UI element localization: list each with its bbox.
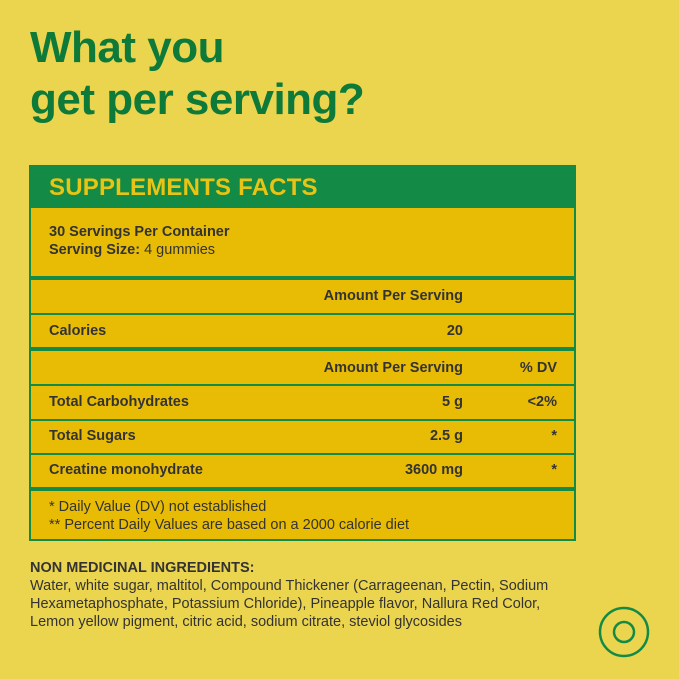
divider [31,419,574,421]
serving-size-label: Serving Size: [49,242,141,258]
concentric-circles-icon [598,606,650,663]
page-headline: What you get per serving? [30,22,365,126]
nutrient-amount: 3600 mg [404,462,463,478]
headline-line-1: What you [30,23,224,72]
nutrient-amount: 5 g [442,394,463,410]
divider-thick [31,276,574,280]
ingredients-title: NON MEDICINAL INGREDIENTS: [30,560,255,576]
nutrient-name: Total Sugars [49,428,136,444]
dv-header: % DV [519,360,557,376]
nutrient-dv: * [551,462,557,478]
ingredients-section: NON MEDICINAL INGREDIENTS: Water, white … [30,559,570,631]
calories-value: 20 [446,323,463,339]
nutrient-dv: <2% [527,394,557,410]
ingredients-text: Water, white sugar, maltitol, Compound T… [30,578,549,630]
headline-line-2: get per serving? [30,75,365,124]
footnote-dv: * Daily Value (DV) not established [49,499,267,515]
amount-per-serving-header-2: Amount Per Serving [323,360,463,376]
divider [31,384,574,386]
servings-per-container: 30 Servings Per Container [49,224,230,240]
calories-label: Calories [49,323,107,339]
divider-thick [31,487,574,491]
serving-size: Serving Size: 4 gummies [49,242,215,258]
divider [31,453,574,455]
footnote-percent: ** Percent Daily Values are based on a 2… [49,517,410,533]
divider [31,313,574,315]
serving-size-value: 4 gummies [144,242,216,258]
nutrient-name: Creatine monohydrate [49,462,203,478]
nutrient-dv: * [551,428,557,444]
facts-title: SUPPLEMENTS FACTS [31,167,574,208]
amount-per-serving-header-1: Amount Per Serving [323,288,463,304]
nutrient-name: Total Carbohydrates [49,394,189,410]
divider-thick [31,347,574,351]
supplement-facts-panel: SUPPLEMENTS FACTS 30 Servings Per Contai… [29,165,576,541]
nutrient-amount: 2.5 g [429,428,463,444]
